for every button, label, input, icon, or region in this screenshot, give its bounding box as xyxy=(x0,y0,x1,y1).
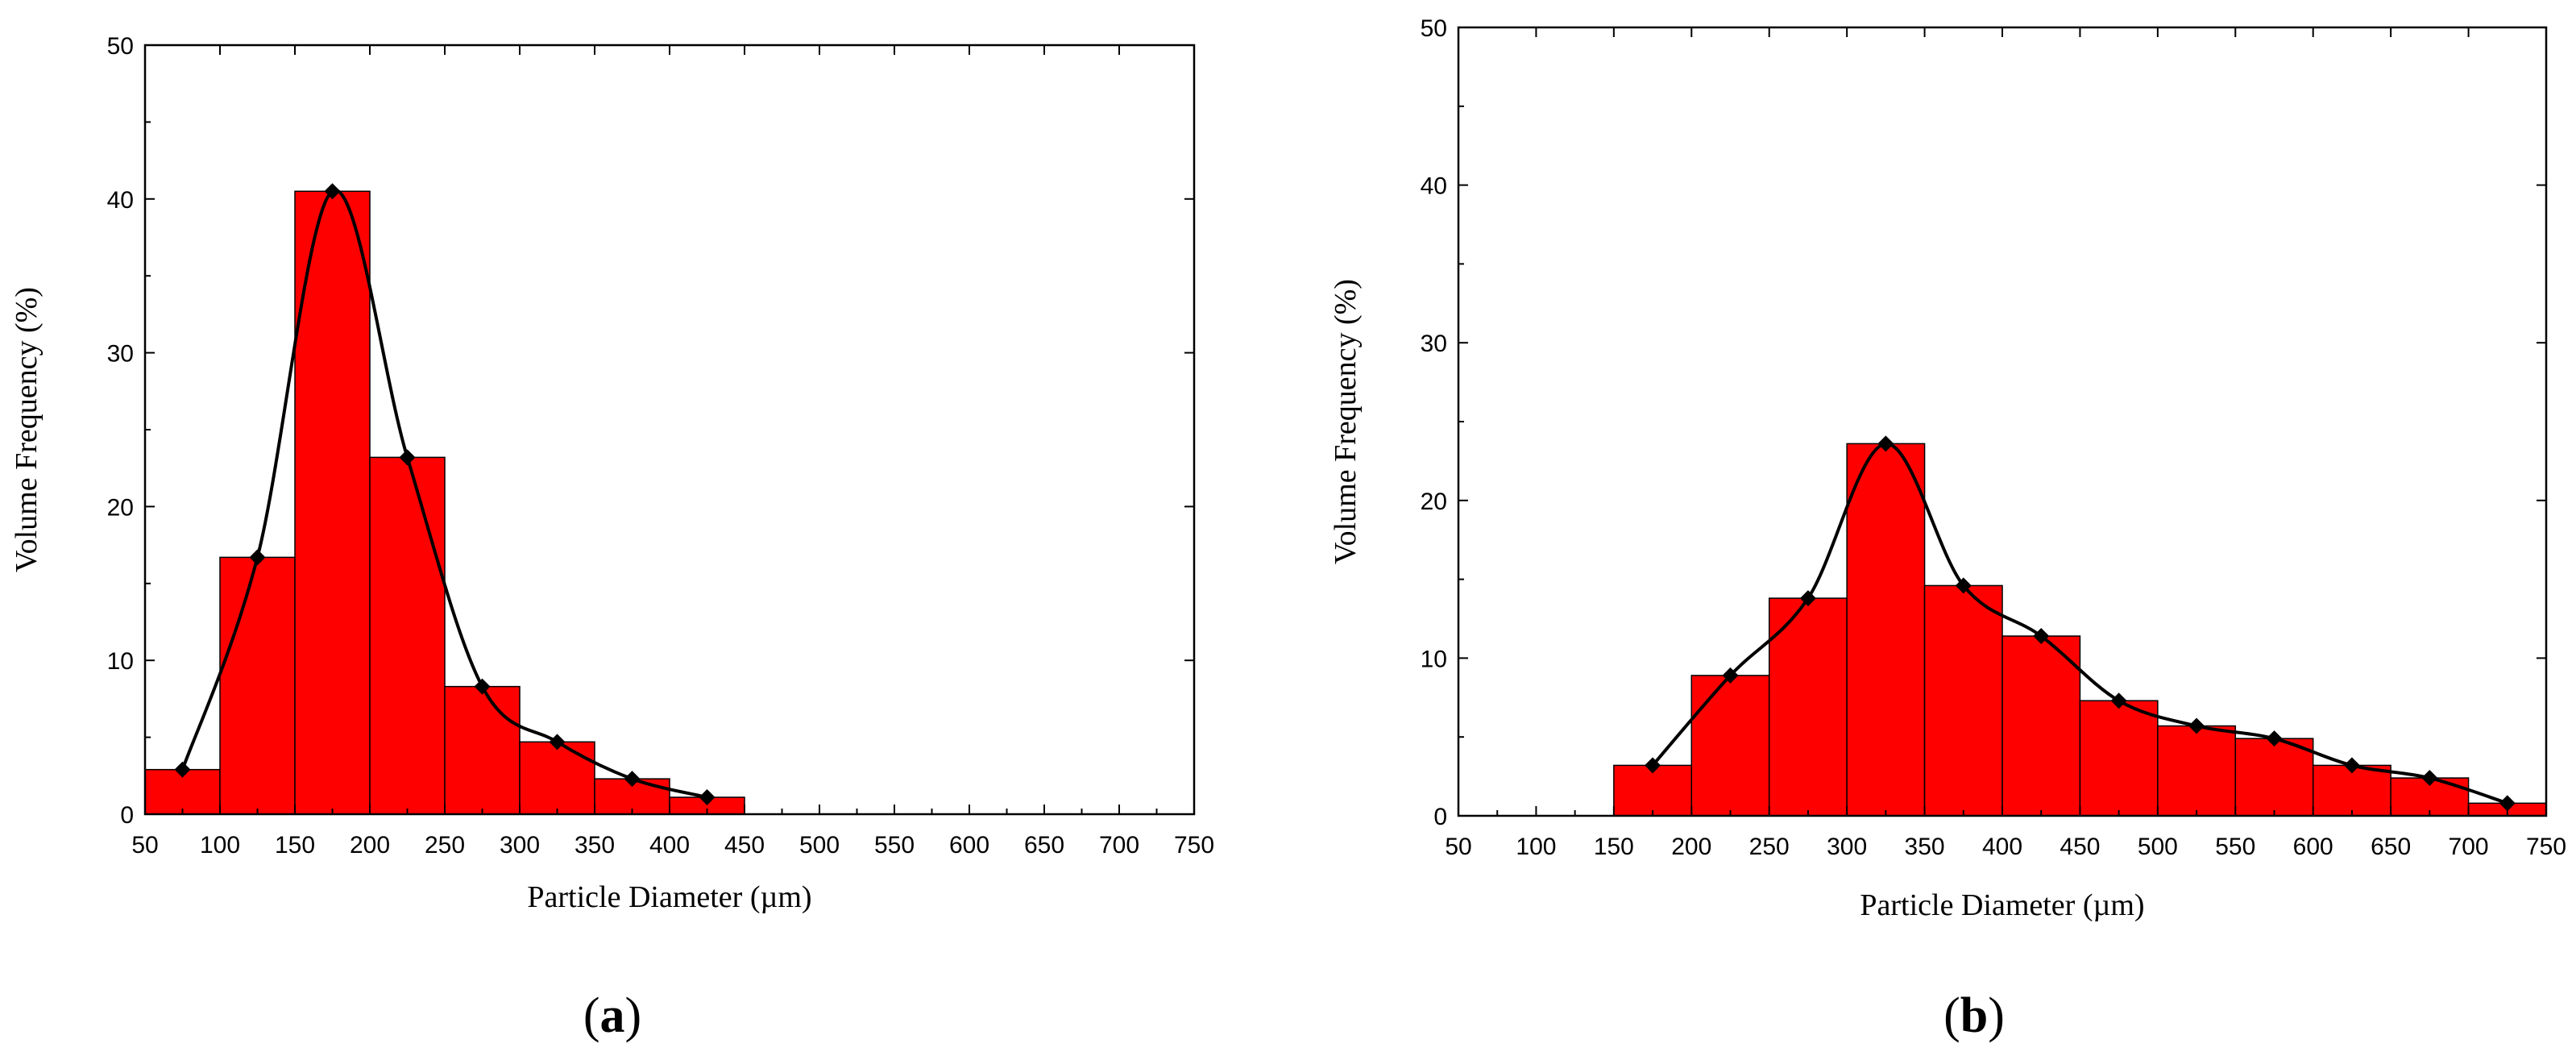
chart-panel-a: 50 100 150 200 250 300 350 400 450 500 550 600 650 70… xyxy=(10,33,1214,1043)
y-tick-label: 50 xyxy=(1421,15,1447,42)
x-tick-label: 100 xyxy=(200,832,240,859)
y-tick-label: 20 xyxy=(107,494,134,521)
markers xyxy=(1645,435,2516,812)
point-175 xyxy=(324,183,341,200)
y-axis-title: Volume Frequency (%) xyxy=(1329,279,1363,564)
x-tick-label: 600 xyxy=(949,832,989,859)
x-tick-label: 450 xyxy=(724,832,765,859)
x-tick-label: 650 xyxy=(1024,832,1064,859)
y-tick-label: 30 xyxy=(107,341,134,368)
x-tick-label: 750 xyxy=(2526,834,2566,860)
x-tick-label: 150 xyxy=(275,832,315,859)
x-tick-label: 300 xyxy=(500,832,540,859)
point-625 xyxy=(2343,757,2360,774)
y-tick-label: 40 xyxy=(1421,173,1447,200)
x-tick-label: 500 xyxy=(799,832,840,859)
x-tick-label: 750 xyxy=(1174,832,1214,859)
point-725 xyxy=(2499,795,2516,812)
bar-175 xyxy=(294,190,371,815)
x-axis: 50 100 150 200 250 300 350 400 450 500 550 600 650 70… xyxy=(1445,27,2566,860)
x-tick-label: 400 xyxy=(649,832,690,859)
point-575 xyxy=(2266,730,2283,747)
x-tick-label: 200 xyxy=(350,832,390,859)
point-375 xyxy=(1955,577,1972,594)
y-axis: 0 10 20 30 40 50 xyxy=(1421,15,2546,830)
x-tick-label: 200 xyxy=(1671,834,1711,860)
point-525 xyxy=(2188,717,2205,734)
bar-275 xyxy=(444,685,521,815)
y-tick-label: 10 xyxy=(107,648,134,675)
x-axis-title: Particle Diameter (µm) xyxy=(1860,888,2144,922)
y-tick-label: 30 xyxy=(1421,331,1447,357)
markers xyxy=(174,183,716,806)
chart-panel-b: 50 100 150 200 250 300 350 400 450 500 550 600 650 70… xyxy=(1329,15,2566,1043)
x-tick-label: 250 xyxy=(425,832,465,859)
point-425 xyxy=(2033,628,2050,645)
point-225 xyxy=(1722,667,1739,684)
x-tick-label: 650 xyxy=(2371,834,2411,860)
bars xyxy=(144,190,745,815)
point-225 xyxy=(399,449,416,466)
bar-325 xyxy=(519,741,595,815)
point-125 xyxy=(249,549,266,566)
point-275 xyxy=(1799,590,1816,607)
x-tick-label: 350 xyxy=(1905,834,1945,860)
x-tick-label: 250 xyxy=(1749,834,1790,860)
bar-525 xyxy=(2157,725,2237,817)
bar-125 xyxy=(219,556,296,815)
smooth-line xyxy=(180,189,707,799)
point-475 xyxy=(2110,692,2127,709)
x-tick-label: 550 xyxy=(2215,834,2255,860)
panel-label: (b) xyxy=(1943,988,2005,1043)
x-tick-label: 400 xyxy=(1982,834,2022,860)
point-275 xyxy=(474,678,491,695)
x-tick-label: 700 xyxy=(2449,834,2489,860)
point-675 xyxy=(2421,770,2438,787)
y-tick-label: 10 xyxy=(1421,646,1447,672)
bar-625 xyxy=(2312,764,2391,817)
x-tick-label: 500 xyxy=(2138,834,2178,860)
panel-label: (a) xyxy=(583,988,641,1043)
point-325 xyxy=(1877,435,1894,452)
point-325 xyxy=(549,734,566,751)
point-425 xyxy=(699,789,716,806)
bar-275 xyxy=(1768,597,1848,817)
x-tick-label: 150 xyxy=(1594,834,1634,860)
x-tick-label: 550 xyxy=(874,832,915,859)
bar-225 xyxy=(1690,675,1770,817)
y-axis-title: Volume Frequency (%) xyxy=(10,287,44,572)
y-tick-label: 0 xyxy=(120,802,134,829)
bar-425 xyxy=(2001,635,2081,817)
y-tick-label: 40 xyxy=(107,187,134,214)
x-tick-label: 700 xyxy=(1099,832,1139,859)
x-tick-label: 300 xyxy=(1827,834,1867,860)
x-tick-label: 350 xyxy=(575,832,615,859)
y-axis: 0 10 20 30 40 50 xyxy=(107,33,1194,829)
bar-575 xyxy=(2234,738,2314,817)
x-tick-label: 600 xyxy=(2293,834,2333,860)
x-tick-label: 50 xyxy=(131,832,158,859)
bar-325 xyxy=(1846,443,1926,817)
y-tick-label: 0 xyxy=(1433,804,1447,830)
point-175 xyxy=(1645,757,1661,774)
bar-475 xyxy=(2079,700,2159,817)
bar-375 xyxy=(1923,584,2003,817)
bar-225 xyxy=(369,456,446,815)
x-tick-label: 100 xyxy=(1516,834,1556,860)
point-75 xyxy=(174,761,191,778)
y-tick-label: 20 xyxy=(1421,489,1447,515)
x-tick-label: 450 xyxy=(2060,834,2100,860)
x-axis-title: Particle Diameter (µm) xyxy=(527,880,811,914)
point-375 xyxy=(624,771,641,788)
x-axis: 50 100 150 200 250 300 350 400 450 500 550 600 650 70… xyxy=(131,45,1214,859)
x-tick-label: 50 xyxy=(1445,834,1471,860)
y-tick-label: 50 xyxy=(107,33,134,60)
bars xyxy=(1613,443,2547,817)
